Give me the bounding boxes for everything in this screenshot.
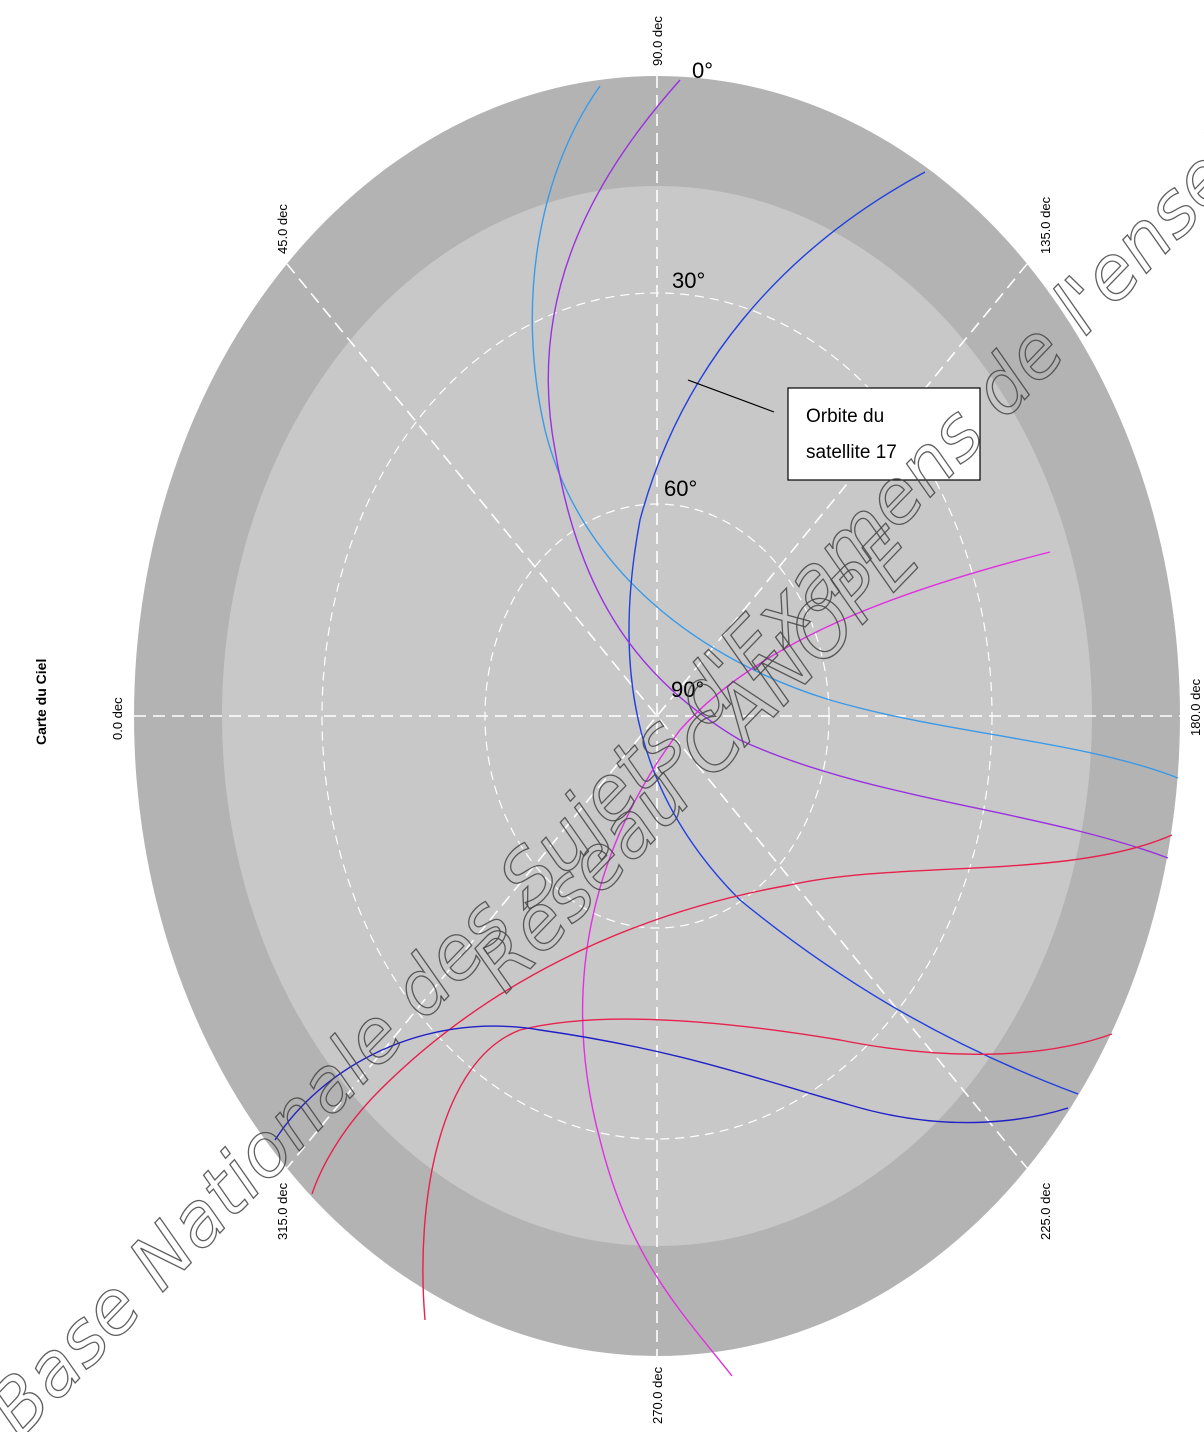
azimuth-label-225: 225.0 dec [1038, 1182, 1053, 1240]
azimuth-label-180: 180.0 dec [1188, 678, 1203, 736]
callout-line-1: Orbite du [806, 406, 884, 427]
orbit-red-1 [311, 834, 1173, 1195]
elevation-label-0: 0° [692, 58, 713, 83]
orbit-satellite-17 [628, 171, 1079, 1095]
azimuth-line-diag-1 [286, 263, 1028, 1169]
orbit-navy [274, 1025, 1069, 1141]
azimuth-label-315: 315.0 dec [275, 1182, 290, 1240]
orbits [274, 79, 1179, 1377]
azimuth-label-0: 0.0 dec [110, 697, 125, 740]
elevation-label-90: 90° [671, 677, 704, 702]
callout-leader [687, 379, 775, 413]
azimuth-label-270: 270.0 dec [650, 1366, 665, 1424]
elevation-label-30: 30° [672, 268, 705, 293]
callout-line-2: satellite 17 [806, 442, 897, 463]
orbit-purple [547, 79, 1169, 859]
callout-box [787, 387, 981, 481]
azimuth-label-135: 135.0 dec [1038, 196, 1053, 254]
chart-title: Carte du Ciel [33, 659, 49, 745]
azimuth-label-45: 45.0 dec [275, 204, 290, 254]
orbit-red-2 [422, 1018, 1113, 1321]
azimuth-label-90: 90.0 dec [650, 16, 665, 66]
elevation-label-60: 60° [664, 476, 697, 501]
orbit-magenta [581, 551, 1051, 1377]
orbit-light-blue [531, 85, 1179, 779]
